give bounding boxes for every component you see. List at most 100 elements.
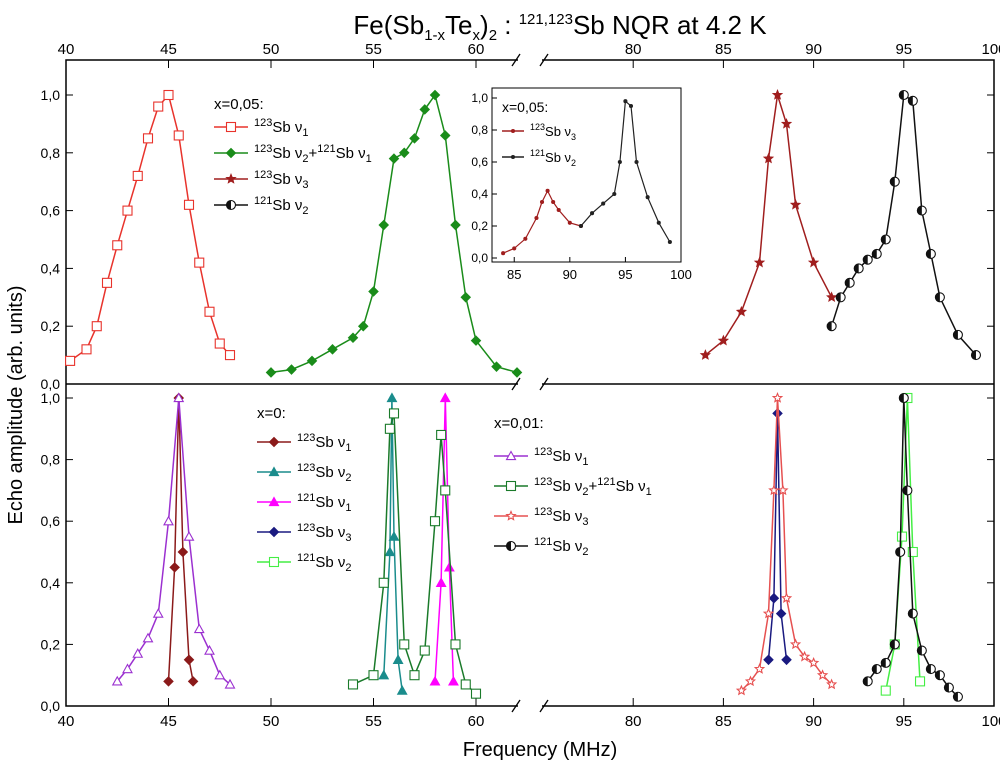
data-point [187, 676, 199, 687]
data-point [578, 223, 583, 229]
data-point [81, 344, 92, 355]
y-tick-label: 0,0 [41, 376, 61, 392]
x-tick-label-top: 50 [263, 41, 280, 58]
data-point [132, 648, 144, 658]
data-point [656, 220, 661, 225]
legend-label: 123Sb ν1 [254, 117, 309, 139]
data-point [177, 546, 189, 558]
legend-title-bottom-right: x=0,01: [494, 415, 544, 432]
y-tick-label: 0,8 [41, 145, 61, 161]
x-tick-label-top: 55 [365, 41, 382, 58]
x-tick-label-top: 90 [805, 41, 822, 58]
axis-break-gap [518, 701, 542, 711]
series [862, 392, 963, 702]
x-tick-label: 85 [715, 713, 732, 730]
data-point [699, 349, 711, 360]
inset-x-tick-label: 100 [670, 267, 692, 282]
data-point [512, 246, 517, 251]
x-tick-label: 80 [625, 713, 642, 730]
data-point [224, 678, 236, 689]
data-point [735, 305, 748, 317]
data-point [768, 484, 780, 496]
data-point [505, 510, 517, 521]
data-point [826, 291, 838, 303]
data-point [347, 332, 359, 344]
x-tick-label: 95 [895, 713, 912, 730]
data-point-fill [872, 249, 877, 259]
data-point [122, 663, 133, 674]
data-point [807, 657, 820, 668]
data-point [914, 676, 926, 687]
series [111, 392, 236, 689]
data-point [645, 195, 650, 200]
series [429, 392, 459, 686]
data-point [439, 130, 451, 141]
data-point [775, 608, 787, 619]
inset-y-tick-label: 0,0 [471, 251, 488, 265]
axis-break-mark [539, 53, 549, 67]
data-point [398, 147, 410, 159]
data-point [388, 530, 400, 541]
data-point [762, 607, 775, 619]
series-line [830, 93, 977, 356]
data-point [628, 103, 634, 109]
x-tick-label-top: 85 [715, 41, 732, 58]
data-point [386, 392, 398, 403]
data-point [268, 556, 280, 568]
axis-break-mark [511, 377, 521, 391]
data-point-fill [899, 90, 904, 100]
legend-label: 123Sb ν2+121Sb ν1 [534, 476, 652, 498]
data-point-fill [895, 547, 901, 557]
x-tick-label: 45 [160, 713, 177, 730]
data-point [224, 350, 236, 361]
data-point-fill [854, 263, 859, 273]
legend-label: 121Sb ν2 [534, 536, 589, 558]
inset-y-tick-label: 1,0 [471, 91, 488, 105]
data-point-fill [935, 292, 940, 302]
data-point [173, 392, 185, 403]
data-point [194, 257, 205, 268]
series [163, 392, 199, 687]
data-point [551, 199, 556, 205]
data-point [623, 99, 628, 104]
data-point-fill [917, 206, 922, 216]
legends: x=0,05: 123Sb ν1 123Sb ν2+121Sb ν1 123Sb ν3… [214, 96, 652, 574]
data-point [612, 191, 617, 197]
x-tick-label: 90 [805, 713, 822, 730]
x-tick-label-top: 45 [160, 41, 177, 58]
data-point [268, 496, 280, 507]
data-point [399, 639, 410, 650]
data-point-fill [953, 330, 958, 340]
data-point-fill [845, 278, 850, 288]
data-point [539, 199, 545, 205]
data-point [419, 645, 430, 656]
data-point [142, 632, 154, 643]
data-point [781, 654, 792, 666]
data-point [392, 654, 404, 664]
series [265, 89, 523, 378]
data-point [384, 546, 396, 557]
inset-frame [491, 87, 682, 263]
x-tick-label-top: 95 [895, 41, 912, 58]
inset-x-tick-label: 85 [507, 267, 521, 282]
data-point [306, 355, 318, 367]
inset-y-tick-label: 0,6 [471, 155, 488, 169]
legend-title-bottom-left: x=0: [257, 405, 286, 422]
axis-break-gap [518, 55, 542, 65]
data-point-fill [863, 255, 868, 265]
data-point [634, 159, 639, 165]
axis-break-mark [539, 699, 549, 713]
data-point [193, 623, 205, 634]
data-point-fill [881, 235, 886, 244]
series-line [69, 93, 231, 362]
series-line [116, 397, 231, 685]
inset-x-tick-label: 95 [618, 267, 632, 282]
series-line [383, 397, 403, 691]
data-point [735, 684, 748, 696]
data-point [771, 392, 784, 403]
data-point [183, 530, 195, 541]
data-point-fill [881, 658, 886, 668]
data-point [378, 219, 390, 231]
series-line [352, 413, 477, 695]
